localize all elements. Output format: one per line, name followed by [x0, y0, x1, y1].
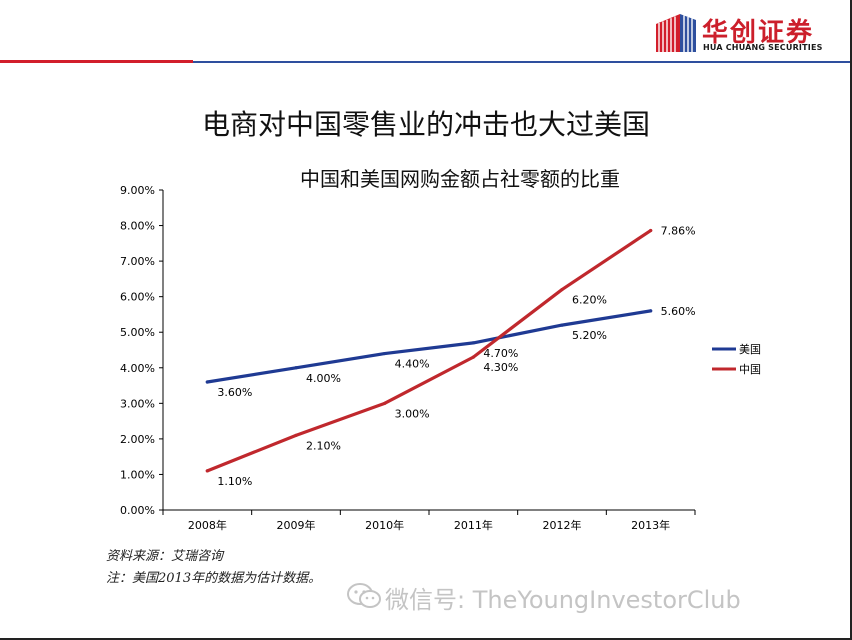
- header-divider-red: [0, 60, 193, 63]
- data-label: 3.60%: [217, 386, 252, 399]
- data-label: 4.70%: [483, 347, 518, 360]
- data-label: 2.10%: [306, 439, 341, 452]
- chart-title: 中国和美国网购金额占社零额的比重: [300, 167, 620, 191]
- x-tick-label: 2012年: [543, 518, 582, 532]
- logo-mark-icon: [656, 14, 696, 52]
- data-label: 4.40%: [395, 358, 430, 371]
- legend-label: 美国: [739, 343, 761, 356]
- data-label: 3.00%: [395, 407, 430, 420]
- y-tick-label: 8.00%: [120, 220, 155, 233]
- data-point: [383, 401, 387, 405]
- data-label: 7.86%: [661, 225, 696, 238]
- watermark: 微信号: TheYoungInvestorClub: [385, 586, 741, 614]
- y-tick-label: 9.00%: [120, 184, 155, 197]
- data-point: [471, 341, 475, 345]
- data-point: [294, 366, 298, 370]
- series-line-0: [205, 309, 653, 384]
- data-point: [649, 309, 653, 313]
- data-point: [383, 351, 387, 356]
- data-label: 4.00%: [306, 372, 341, 385]
- header-divider-blue: [193, 61, 852, 63]
- data-label: 6.20%: [572, 294, 607, 307]
- y-tick-label: 7.00%: [120, 255, 155, 268]
- logo-text-cn: 华创证券: [702, 18, 815, 48]
- y-tick-label: 1.00%: [120, 468, 155, 481]
- x-tick-label: 2010年: [365, 518, 404, 532]
- data-point: [560, 323, 564, 327]
- x-tick-label: 2013年: [631, 518, 670, 532]
- data-point: [560, 287, 564, 292]
- frame-border-right: [850, 0, 852, 640]
- x-tick-label: 2008年: [188, 518, 227, 532]
- y-tick-label: 4.00%: [120, 362, 155, 375]
- slide-title: 电商对中国零售业的冲击也大过美国: [201, 108, 650, 141]
- y-tick-label: 2.00%: [120, 433, 155, 446]
- x-tick-label: 2011年: [454, 518, 493, 532]
- data-point: [649, 228, 653, 233]
- source-note: 资料来源：艾瑞咨询: [106, 549, 224, 564]
- legend-label: 中国: [739, 363, 761, 376]
- data-point: [294, 433, 298, 437]
- logo-text-en: HUA CHUANG SECURITIES: [703, 43, 823, 52]
- logo: 华创证券 HUA CHUANG SECURITIES: [656, 10, 826, 56]
- y-tick-label: 3.00%: [120, 397, 155, 410]
- data-label: 5.60%: [661, 305, 696, 318]
- y-tick-label: 0.00%: [120, 504, 155, 517]
- data-label: 4.30%: [483, 361, 518, 374]
- data-point: [205, 380, 209, 384]
- y-tick-label: 5.00%: [120, 326, 155, 339]
- y-tick-label: 6.00%: [120, 291, 155, 304]
- frame-border-bottom: [0, 638, 852, 640]
- data-label: 5.20%: [572, 329, 607, 342]
- series-line-1: [205, 228, 653, 473]
- x-tick-label: 2009年: [277, 518, 316, 532]
- data-point: [471, 355, 475, 359]
- data-label: 1.10%: [217, 475, 252, 488]
- data-point: [205, 469, 209, 473]
- wechat-icon: [347, 583, 381, 608]
- footnote: 注：美国2013年的数据为估计数据。: [106, 571, 322, 586]
